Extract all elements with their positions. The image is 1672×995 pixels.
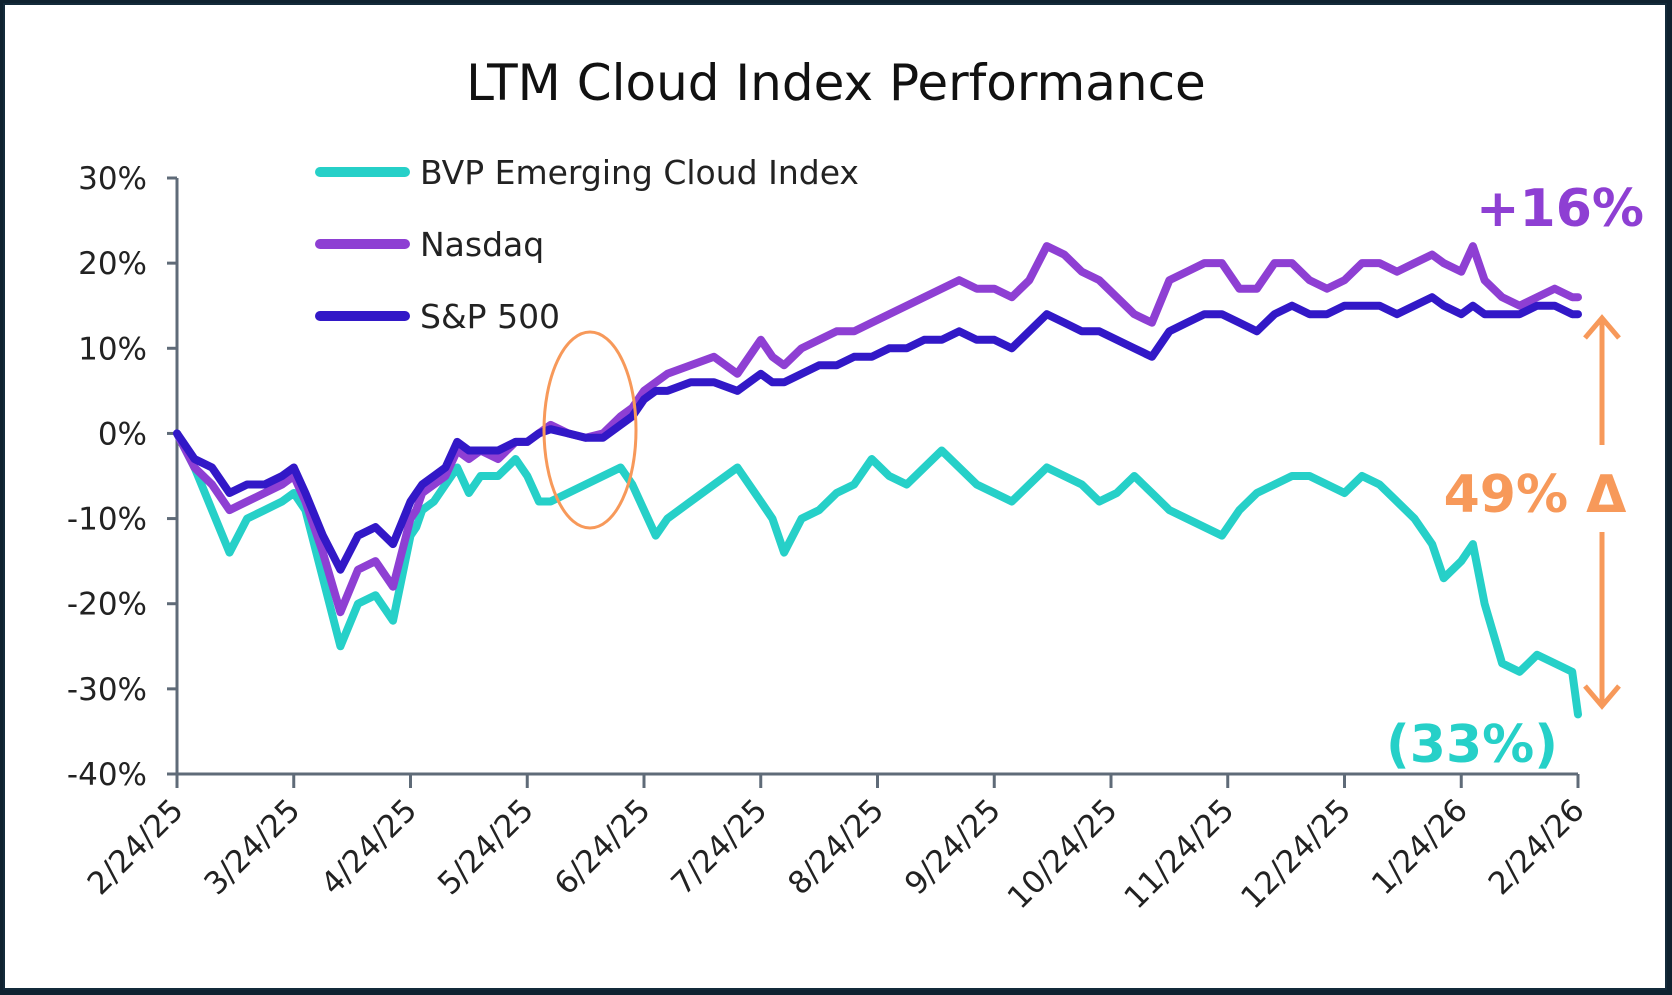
y-tick-label: -20% [67, 587, 147, 623]
x-tick-label: 1/24/26 [1365, 792, 1475, 902]
x-tick-label: 10/24/25 [1001, 792, 1125, 916]
legend-label: S&P 500 [420, 297, 560, 336]
x-tick-label: 3/24/25 [197, 792, 307, 902]
delta-label: 49% Δ [1444, 465, 1627, 525]
series-lines [173, 242, 1582, 719]
x-tick-label: 2/24/25 [81, 792, 191, 902]
series-line-nasdaq [173, 242, 1582, 617]
x-tick-label: 6/24/25 [548, 792, 658, 902]
series-line-s-p-500 [173, 293, 1582, 574]
legend-label: Nasdaq [420, 225, 544, 264]
y-tick-label: 20% [78, 246, 147, 282]
bvp-end-label: (33%) [1386, 715, 1558, 775]
y-tick-label: -10% [67, 502, 147, 538]
x-tick-label: 8/24/25 [781, 792, 891, 902]
x-tick-label: 2/24/26 [1482, 792, 1592, 902]
y-tick-label: 30% [78, 161, 147, 197]
axes: 30% 20% 10% 0% -10% -20% -30% -40%2/24/25 3/24/2… [67, 161, 1592, 916]
y-tick-label: -40% [67, 757, 147, 793]
highlight-ellipse [542, 330, 638, 530]
y-tick-label: -30% [67, 672, 147, 708]
y-tick-label: 0% [98, 416, 147, 452]
nasdaq-end-label: +16% [1476, 179, 1644, 239]
arrow-up-head-icon [1583, 314, 1621, 340]
legend: BVP Emerging Cloud Index Nasdaq S&P 500 [315, 153, 859, 336]
x-tick-label: 9/24/25 [898, 792, 1008, 902]
x-tick-label: 4/24/25 [314, 792, 424, 902]
x-tick-label: 11/24/25 [1117, 792, 1241, 916]
arrow-down-head-icon [1583, 684, 1621, 710]
x-tick-label: 7/24/25 [664, 792, 774, 902]
annotations: +16% (33%) 49% Δ [542, 179, 1644, 775]
chart-title: LTM Cloud Index Performance [466, 54, 1206, 112]
x-tick-label: 5/24/25 [431, 792, 541, 902]
series-line-bvp-emerging-cloud-index [173, 429, 1582, 719]
y-tick-label: 10% [78, 331, 147, 367]
legend-label: BVP Emerging Cloud Index [420, 153, 859, 192]
x-tick-label: 12/24/25 [1234, 792, 1358, 916]
